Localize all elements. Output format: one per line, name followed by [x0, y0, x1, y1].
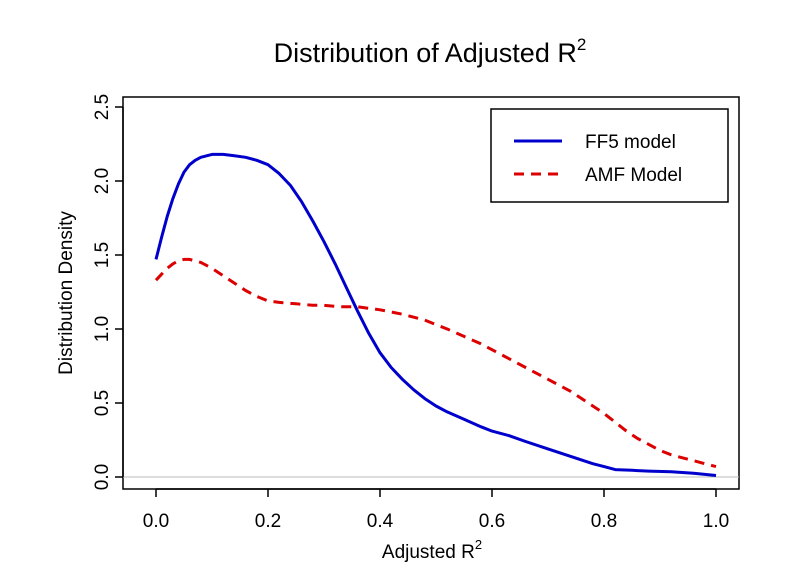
x-axis-label-text: Adjusted R	[382, 542, 475, 563]
legend-label-ff5: FF5 model	[585, 132, 676, 153]
y-tick-label: 1.5	[92, 242, 113, 268]
y-axis: 0.0 0.5 1.0 1.5 2.0 2.5	[92, 94, 124, 490]
chart-title-superscript: 2	[577, 35, 586, 54]
x-tick-label: 0.6	[479, 511, 505, 532]
legend-box	[490, 108, 729, 203]
chart-title: Distribution of Adjusted R2	[274, 35, 587, 68]
x-tick-label: 0.2	[255, 511, 281, 532]
series-group	[154, 152, 717, 477]
x-axis-label-superscript: 2	[475, 537, 482, 552]
x-axis: 0.0 0.2 0.4 0.6 0.8 1.0	[143, 488, 729, 532]
series-line-ff5-model	[154, 152, 717, 477]
y-axis-label: Distribution Density	[56, 211, 77, 375]
y-tick-label: 1.0	[92, 316, 113, 342]
x-axis-label: Adjusted R2	[382, 537, 482, 563]
x-tick-label: 1.0	[703, 511, 729, 532]
x-tick-label: 0.4	[367, 511, 394, 532]
y-tick-label: 2.0	[92, 168, 113, 194]
legend-label-amf: AMF Model	[585, 165, 682, 186]
y-tick-label: 2.5	[92, 94, 113, 120]
x-tick-label: 0.0	[143, 511, 169, 532]
x-tick-label: 0.8	[591, 511, 617, 532]
chart-title-text: Distribution of Adjusted R	[274, 38, 577, 68]
series-line-amf-model	[154, 257, 717, 469]
y-tick-label: 0.5	[92, 390, 113, 416]
y-tick-label: 0.0	[92, 464, 113, 490]
legend: FF5 model AMF Model	[490, 108, 729, 203]
